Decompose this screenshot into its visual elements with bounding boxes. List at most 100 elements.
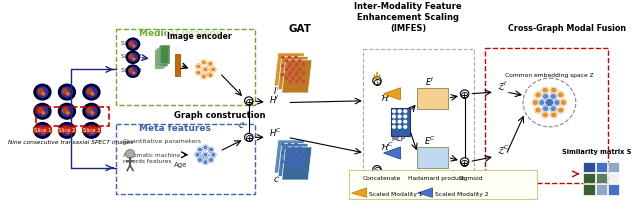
Circle shape: [289, 151, 291, 152]
Circle shape: [288, 152, 291, 154]
FancyBboxPatch shape: [391, 108, 410, 136]
Circle shape: [543, 106, 548, 112]
Circle shape: [133, 73, 135, 74]
Circle shape: [292, 60, 294, 62]
Text: $\mathcal{C}$: $\mathcal{C}$: [239, 119, 245, 129]
Circle shape: [38, 128, 43, 132]
Circle shape: [208, 62, 212, 67]
Text: Sigmoid: Sigmoid: [459, 175, 484, 180]
Circle shape: [203, 160, 208, 164]
Circle shape: [288, 144, 291, 145]
Circle shape: [285, 156, 287, 158]
Circle shape: [289, 64, 291, 66]
Bar: [156, 50, 165, 69]
Text: Slice 2: Slice 2: [121, 54, 141, 59]
Circle shape: [198, 158, 202, 162]
Circle shape: [535, 108, 541, 113]
Circle shape: [285, 164, 287, 166]
Circle shape: [542, 113, 548, 118]
Text: $\mathcal{H}^I$: $\mathcal{H}^I$: [380, 91, 391, 103]
Circle shape: [295, 57, 297, 59]
Circle shape: [34, 85, 51, 100]
Circle shape: [196, 71, 201, 75]
Polygon shape: [275, 54, 305, 86]
Circle shape: [203, 68, 208, 72]
Bar: [583, 184, 595, 195]
Circle shape: [404, 116, 406, 118]
Circle shape: [67, 131, 69, 134]
Circle shape: [296, 81, 298, 83]
Bar: [583, 162, 595, 172]
Circle shape: [209, 158, 213, 162]
Circle shape: [299, 147, 301, 149]
Text: Hadamard product: Hadamard product: [408, 175, 465, 180]
Circle shape: [547, 100, 552, 106]
Text: $E^I$: $E^I$: [425, 75, 435, 88]
Circle shape: [63, 128, 68, 132]
Circle shape: [303, 159, 305, 161]
Circle shape: [282, 152, 284, 154]
Circle shape: [282, 144, 284, 145]
Circle shape: [86, 88, 97, 98]
Text: Inter-Modality Feature
Enhancement Scaling
(IMFES): Inter-Modality Feature Enhancement Scali…: [355, 2, 462, 33]
Text: $H^C$: $H^C$: [269, 126, 282, 138]
Circle shape: [296, 73, 298, 75]
Text: Slice 3: Slice 3: [121, 68, 141, 73]
Circle shape: [87, 128, 92, 132]
Text: Slice 1: Slice 1: [121, 41, 141, 46]
Circle shape: [296, 159, 298, 161]
Circle shape: [282, 74, 284, 76]
Circle shape: [58, 104, 76, 120]
Circle shape: [303, 151, 305, 152]
Circle shape: [296, 64, 298, 66]
Circle shape: [37, 88, 48, 98]
Circle shape: [129, 42, 133, 46]
Circle shape: [126, 52, 140, 64]
Circle shape: [292, 69, 294, 71]
Circle shape: [282, 161, 284, 163]
Circle shape: [285, 147, 287, 149]
Circle shape: [211, 68, 216, 72]
Text: Image encoder: Image encoder: [167, 32, 232, 41]
Bar: [608, 173, 619, 184]
Bar: [596, 162, 607, 172]
Circle shape: [202, 75, 206, 79]
Text: $\oplus$: $\oplus$: [460, 89, 470, 100]
Text: Similarity matrix S: Similarity matrix S: [562, 148, 631, 154]
Circle shape: [299, 69, 301, 71]
Polygon shape: [383, 147, 401, 159]
Circle shape: [86, 126, 97, 136]
Circle shape: [196, 65, 201, 69]
Circle shape: [295, 74, 297, 76]
FancyBboxPatch shape: [417, 88, 447, 109]
Circle shape: [303, 168, 305, 170]
Circle shape: [133, 59, 135, 61]
Circle shape: [535, 93, 541, 98]
Text: Concatenate: Concatenate: [363, 175, 401, 180]
Circle shape: [133, 46, 135, 48]
Circle shape: [288, 161, 291, 163]
Bar: [116, 125, 255, 194]
Circle shape: [404, 126, 406, 129]
Circle shape: [83, 104, 100, 120]
Circle shape: [392, 116, 396, 118]
FancyBboxPatch shape: [349, 170, 537, 199]
Text: Automatic machine
records features: Automatic machine records features: [122, 152, 180, 163]
Text: $E^C$: $E^C$: [424, 134, 436, 147]
Circle shape: [63, 89, 68, 94]
Circle shape: [282, 57, 284, 59]
Circle shape: [63, 109, 68, 113]
Circle shape: [292, 78, 294, 80]
Circle shape: [42, 131, 45, 134]
Text: GAT: GAT: [288, 24, 311, 34]
Polygon shape: [282, 61, 312, 93]
Circle shape: [295, 161, 297, 163]
Bar: [160, 46, 170, 65]
Text: Graph construction: Graph construction: [174, 111, 266, 120]
Circle shape: [289, 168, 291, 170]
FancyBboxPatch shape: [417, 147, 447, 168]
Circle shape: [83, 123, 100, 139]
Text: $I^t$: $I^t$: [273, 84, 281, 96]
Text: Scaled Modality 2: Scaled Modality 2: [435, 191, 489, 196]
Circle shape: [203, 153, 208, 157]
